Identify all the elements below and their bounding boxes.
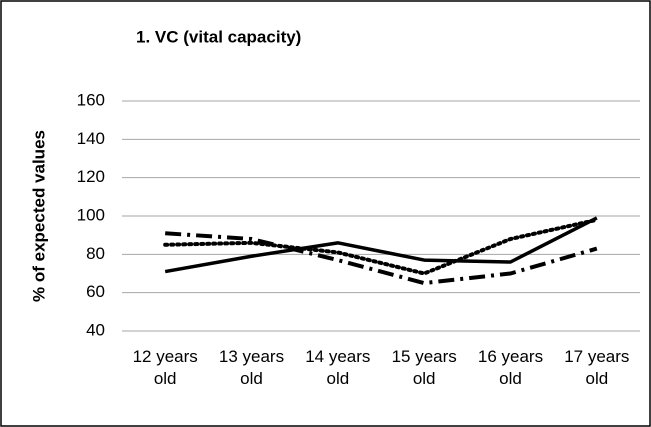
x-tick-label-line: old — [499, 369, 522, 388]
x-tick-label: 15 years old — [392, 347, 457, 388]
x-tick-label: 14 years old — [305, 347, 370, 388]
line-series — [163, 217, 599, 276]
x-tick-label: 16 years old — [478, 347, 543, 388]
x-tick-label-line: old — [240, 369, 263, 388]
y-tick-label: 120 — [77, 167, 105, 186]
x-tick-label-line: 13 years — [219, 347, 284, 366]
chart-title: 1. VC (vital capacity) — [136, 27, 301, 46]
x-tick-label-line: 14 years — [305, 347, 370, 366]
y-tick-label: 100 — [77, 205, 105, 224]
x-tick-label-line: old — [585, 369, 608, 388]
y-axis-label: % of expected values — [29, 130, 48, 302]
y-tick-label: 80 — [86, 244, 105, 263]
x-tick-label-line: old — [413, 369, 436, 388]
x-tick-label: 13 years old — [219, 347, 284, 388]
x-tick-label: 17 years old — [564, 347, 629, 388]
x-tick-label-line: old — [326, 369, 349, 388]
y-tick-label: 160 — [77, 90, 105, 109]
x-tick-label: 12 years old — [133, 347, 198, 388]
y-tick-label: 60 — [86, 282, 105, 301]
x-tick-label-line: 16 years — [478, 347, 543, 366]
line-series — [164, 216, 598, 274]
x-tick-label-line: old — [154, 369, 177, 388]
y-tick-label: 40 — [86, 320, 105, 339]
y-tick-label: 140 — [77, 129, 105, 148]
x-tick-label-line: 12 years — [133, 347, 198, 366]
line-series — [165, 231, 598, 286]
x-tick-label-line: 17 years — [564, 347, 629, 366]
x-tick-label-line: 15 years — [392, 347, 457, 366]
